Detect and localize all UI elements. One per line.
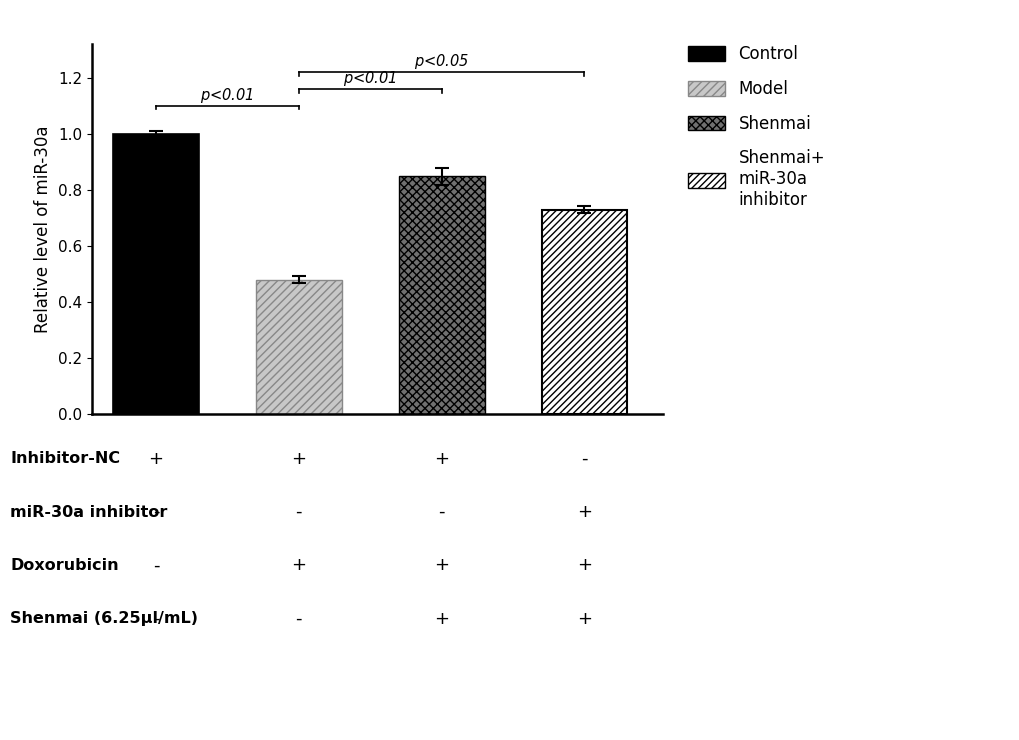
Legend: Control, Model, Shenmai, Shenmai+
miR-30a
inhibitor: Control, Model, Shenmai, Shenmai+ miR-30… — [688, 45, 824, 209]
Text: Inhibitor-NC: Inhibitor-NC — [10, 451, 120, 466]
Text: +: + — [434, 450, 448, 468]
Bar — [398, 176, 484, 414]
Text: miR-30a inhibitor: miR-30a inhibitor — [10, 505, 167, 519]
Text: -: - — [296, 503, 302, 521]
Text: -: - — [296, 610, 302, 628]
Text: +: + — [577, 556, 591, 574]
Text: -: - — [438, 503, 444, 521]
Text: +: + — [149, 450, 163, 468]
Text: Doxorubicin: Doxorubicin — [10, 558, 118, 573]
Text: -: - — [581, 450, 587, 468]
Text: +: + — [291, 450, 306, 468]
Text: Shenmai (6.25μl/mL): Shenmai (6.25μl/mL) — [10, 611, 198, 626]
Text: -: - — [153, 610, 159, 628]
Text: +: + — [434, 610, 448, 628]
Bar — [113, 134, 199, 414]
Text: +: + — [434, 556, 448, 574]
Text: $p$<0.01: $p$<0.01 — [201, 86, 254, 104]
Text: +: + — [291, 556, 306, 574]
Text: +: + — [577, 610, 591, 628]
Bar — [256, 280, 341, 414]
Text: $p$<0.01: $p$<0.01 — [343, 69, 396, 88]
Bar — [541, 209, 627, 414]
Text: -: - — [153, 503, 159, 521]
Text: $p$<0.05: $p$<0.05 — [414, 52, 469, 71]
Text: -: - — [153, 556, 159, 574]
Text: +: + — [577, 503, 591, 521]
Y-axis label: Relative level of miR-30a: Relative level of miR-30a — [35, 126, 52, 333]
